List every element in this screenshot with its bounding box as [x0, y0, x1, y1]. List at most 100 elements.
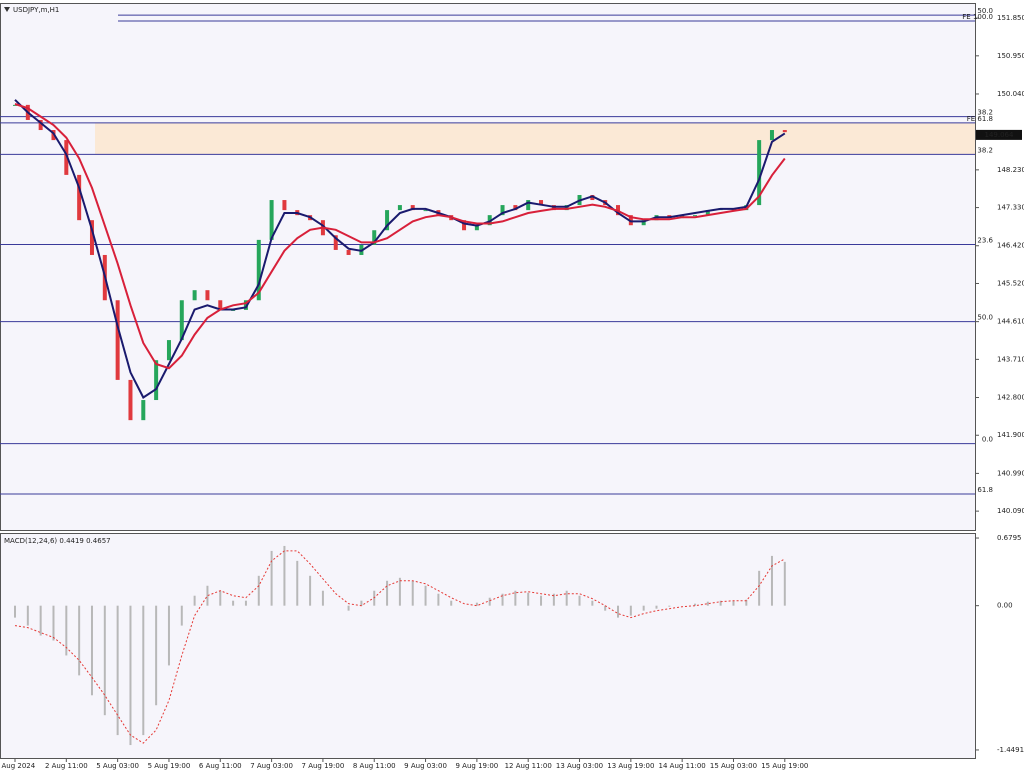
macd-bar	[783, 561, 786, 606]
fib-label: 50.0	[977, 314, 993, 322]
candle	[769, 130, 774, 141]
macd-bar	[283, 545, 286, 606]
candle	[474, 225, 479, 231]
fib-label: FE 61.8	[967, 115, 993, 123]
macd-bar	[693, 603, 696, 606]
macd-bar	[719, 600, 722, 606]
y-tick-label: 145.520	[997, 279, 1024, 287]
macd-bar	[103, 605, 106, 716]
macd-bar	[540, 595, 543, 606]
macd-bar	[732, 600, 735, 606]
y-tick-label: 150.040	[997, 90, 1024, 98]
macd-bar	[411, 580, 414, 606]
x-tick-label: 1 Aug 2024	[0, 762, 36, 770]
macd-bar	[578, 595, 581, 606]
y-tick-label: 151.850	[997, 14, 1024, 22]
y-tick-label: 148.230	[997, 166, 1024, 174]
x-tick-label: 9 Aug 19:00	[456, 762, 499, 770]
price-panel	[0, 3, 976, 531]
macd-bar	[65, 605, 68, 656]
macd-bar	[90, 605, 93, 696]
macd-bar	[527, 592, 530, 606]
macd-bar	[167, 605, 170, 666]
macd-bar	[155, 605, 158, 706]
macd-bar	[668, 605, 671, 607]
macd-bar	[232, 600, 235, 606]
price-tag-label: 149.064	[985, 131, 1014, 139]
macd-bar	[591, 600, 594, 606]
candle	[372, 230, 377, 245]
candle	[166, 340, 171, 361]
fib-label: 0.0	[982, 436, 993, 444]
y-tick-label: 146.420	[997, 242, 1024, 250]
macd-bar	[424, 585, 427, 606]
macd-panel	[0, 533, 976, 759]
candle	[179, 300, 184, 341]
macd-bar	[514, 590, 517, 606]
candle	[590, 195, 595, 201]
candle	[500, 205, 505, 216]
fib-label: 50.0	[977, 7, 993, 15]
candle	[115, 300, 120, 380]
macd-bar	[501, 593, 504, 606]
candle	[513, 205, 518, 211]
macd-bar	[347, 605, 350, 611]
y-tick-label: 142.800	[997, 394, 1024, 402]
x-tick-label: 12 Aug 11:00	[505, 762, 552, 770]
y-tick-label: 141.900	[997, 431, 1024, 439]
candle	[782, 130, 787, 133]
candle	[128, 379, 133, 421]
macd-bar	[475, 602, 478, 606]
candle	[89, 220, 94, 255]
macd-bar	[206, 585, 209, 606]
candle	[282, 200, 287, 211]
candle	[487, 215, 492, 226]
macd-bar	[309, 575, 312, 606]
y-tick-label: 144.610	[997, 318, 1024, 326]
x-tick-label: 15 Aug 19:00	[761, 762, 808, 770]
macd-bar	[257, 575, 260, 606]
moving-average	[14, 99, 786, 399]
x-tick-label: 13 Aug 03:00	[556, 762, 603, 770]
candle	[539, 200, 544, 206]
candle	[410, 205, 415, 211]
candle	[628, 215, 633, 226]
macd-bar	[26, 605, 29, 626]
macd-bar	[745, 599, 748, 606]
candle	[423, 210, 428, 212]
price-tag	[976, 129, 1022, 140]
x-tick-label: 15 Aug 03:00	[710, 762, 757, 770]
macd-bar	[488, 597, 491, 606]
y-tick-label: 150.950	[997, 52, 1024, 60]
macd-bar	[219, 590, 222, 606]
x-tick-label: 7 Aug 19:00	[302, 762, 345, 770]
x-tick-label: 9 Aug 03:00	[404, 762, 447, 770]
macd-title: MACD(12,24,6) 0.4419 0.4657	[4, 537, 111, 545]
candle	[141, 400, 146, 421]
y-tick-label: 143.710	[997, 355, 1024, 363]
macd-bar	[642, 605, 645, 611]
macd-bar	[14, 605, 16, 618]
fib-label: 38.2	[977, 146, 993, 154]
y-tick-label: 147.330	[997, 204, 1024, 212]
candle	[154, 360, 159, 401]
macd-bar	[450, 600, 453, 606]
y-tick-label: 140.990	[997, 469, 1024, 477]
macd-bar	[398, 577, 401, 606]
y-tick-label: 0.6795	[997, 534, 1022, 542]
macd-bar	[321, 590, 324, 606]
moving-average	[14, 103, 786, 370]
x-tick-label: 8 Aug 11:00	[353, 762, 396, 770]
macd-bar	[52, 605, 55, 641]
candle	[333, 235, 338, 250]
macd-bar	[244, 600, 247, 606]
candle	[757, 140, 762, 206]
candle	[38, 119, 43, 131]
candle	[13, 104, 17, 106]
y-tick-label: -1.4491	[997, 746, 1024, 754]
macd-bar	[116, 605, 119, 736]
macd-bar	[386, 580, 389, 606]
macd-bar	[629, 605, 632, 616]
x-tick-label: 7 Aug 03:00	[250, 762, 293, 770]
